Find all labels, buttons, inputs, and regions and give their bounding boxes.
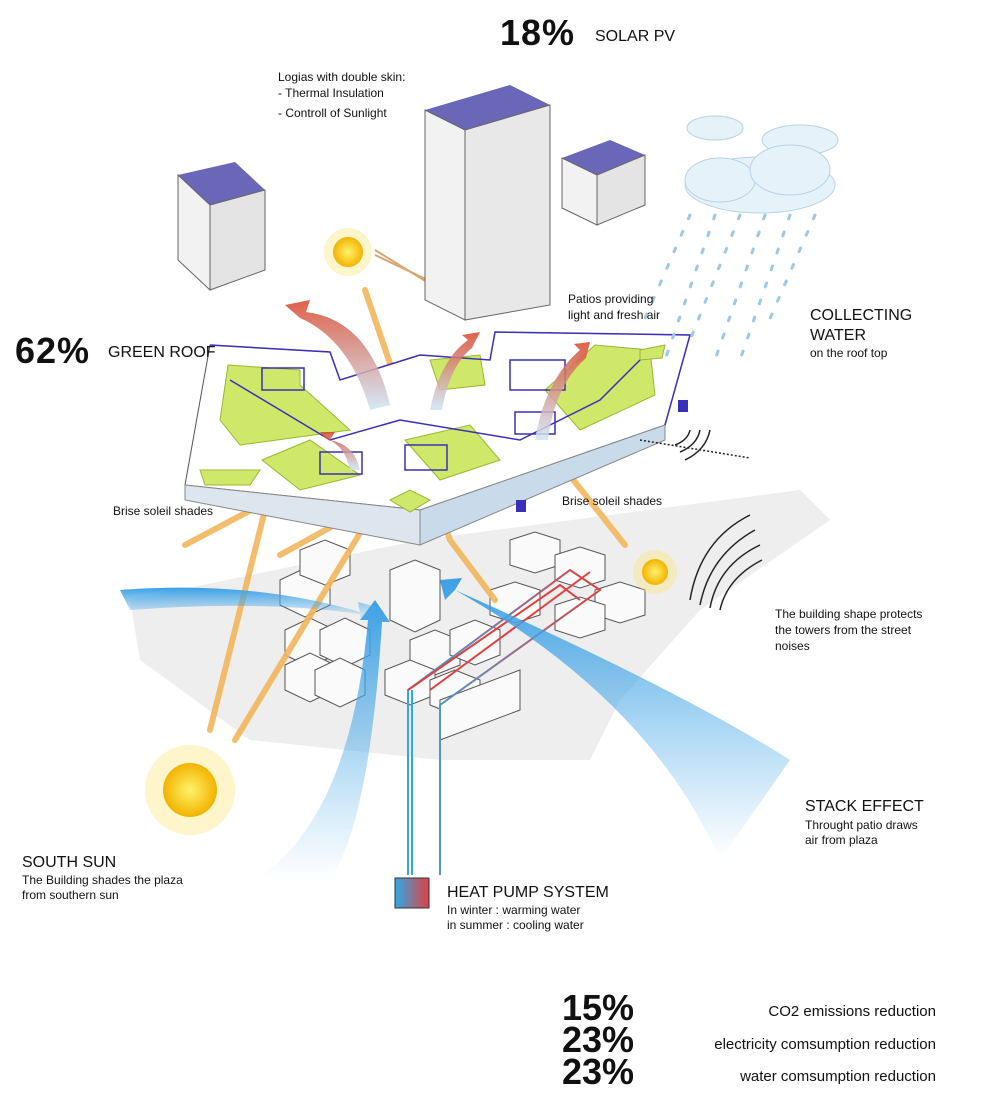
water-tank-icon bbox=[678, 400, 688, 412]
rain-cloud-icon bbox=[638, 115, 839, 362]
heat-pump-title: HEAT PUMP SYSTEM bbox=[447, 884, 609, 901]
towers bbox=[177, 85, 646, 321]
collecting-water-title: WATER bbox=[810, 327, 866, 344]
noise-text: The building shape protects bbox=[775, 607, 923, 621]
solar-pv-percent: 18% bbox=[500, 12, 576, 53]
brise-soleil-right: Brise soleil shades bbox=[562, 494, 663, 508]
stack-effect-text: air from plaza bbox=[805, 833, 878, 847]
logias-item: - Thermal Insulation bbox=[278, 86, 384, 100]
heat-pump-pipes bbox=[407, 568, 602, 875]
south-sun-text: The Building shades the plaza bbox=[22, 873, 183, 887]
patios-text: light and fresh air bbox=[568, 308, 661, 322]
heat-pump-text: In winter : warming water bbox=[447, 903, 581, 917]
brise-soleil-left: Brise soleil shades bbox=[113, 504, 214, 518]
green-roof-label: GREEN ROOF bbox=[108, 344, 216, 361]
wind-arrows bbox=[120, 578, 790, 880]
stack-effect-title: STACK EFFECT bbox=[805, 798, 924, 815]
noise-waves-icon bbox=[639, 429, 763, 611]
stat-percent: 23% bbox=[562, 1051, 635, 1092]
noise-text: noises bbox=[775, 639, 810, 653]
stat-label: water comsumption reduction bbox=[740, 1068, 936, 1085]
south-sun-text: from southern sun bbox=[22, 888, 119, 902]
heat-pump-text: in summer : cooling water bbox=[447, 918, 584, 932]
stack-effect-text: Throught patio draws bbox=[805, 818, 918, 832]
logias-title: Logias with double skin: bbox=[278, 70, 406, 84]
stat-percent: 23% bbox=[562, 1019, 635, 1060]
stat-percent: 15% bbox=[562, 987, 635, 1028]
hot-air-arrows bbox=[285, 300, 590, 470]
sun-icon-right bbox=[633, 550, 677, 594]
stat-label: electricity comsumption reduction bbox=[714, 1036, 936, 1053]
water-tank-icon-2 bbox=[516, 500, 526, 512]
collecting-water-title: COLLECTING bbox=[810, 307, 913, 324]
solar-pv-label: SOLAR PV bbox=[595, 28, 676, 45]
collecting-water-subtitle: on the roof top bbox=[810, 346, 888, 360]
green-roof-percent: 62% bbox=[15, 330, 91, 371]
podium-building bbox=[184, 331, 691, 546]
sun-icon-top bbox=[324, 228, 372, 276]
sun-icon-large bbox=[145, 745, 235, 835]
stat-label: CO2 emissions reduction bbox=[768, 1003, 936, 1020]
noise-text: the towers from the street bbox=[775, 623, 912, 637]
heat-pump-unit-icon bbox=[394, 877, 430, 909]
patios-text: Patios providing bbox=[568, 292, 654, 306]
south-sun-title: SOUTH SUN bbox=[22, 854, 117, 871]
logias-item: - Controll of Sunlight bbox=[278, 106, 387, 120]
